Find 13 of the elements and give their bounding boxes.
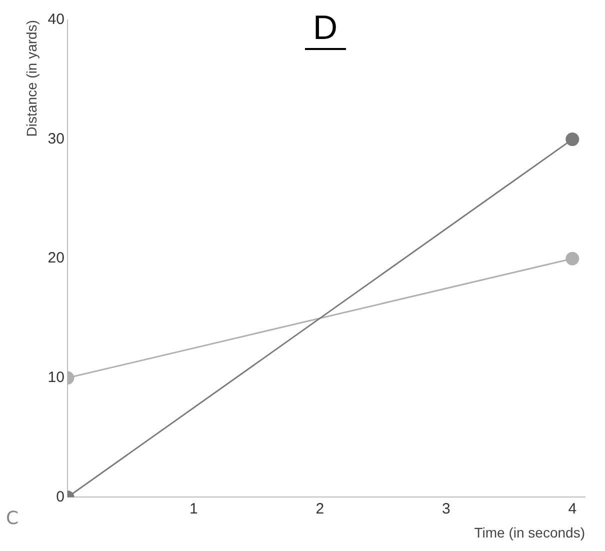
x-tick-label: 1	[190, 500, 198, 518]
x-tick-label: 3	[442, 500, 450, 518]
x-axis-title: Time (in seconds)	[474, 524, 585, 540]
chart-title: D	[305, 8, 346, 50]
text: C	[6, 508, 19, 529]
y-tick-label: 10	[48, 369, 64, 386]
y-tick-label: 0	[56, 488, 64, 506]
y-tick-label: 40	[48, 11, 64, 28]
y-axis-title: Distance (in yards)	[23, 20, 40, 137]
x-tick-label: 4	[568, 500, 577, 518]
y-tick-label: 20	[48, 250, 64, 267]
x-tick-label: 2	[316, 500, 324, 518]
y-tick-label: 30	[48, 130, 64, 148]
